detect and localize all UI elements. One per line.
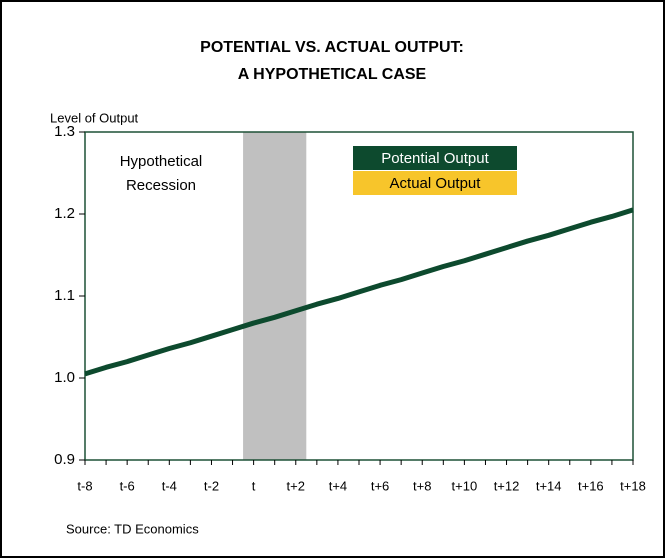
chart-title: POTENTIAL VS. ACTUAL OUTPUT:: [200, 39, 464, 56]
x-tick-label: t-2: [204, 478, 219, 493]
x-tick-label: t+10: [452, 478, 478, 493]
recession-label: Hypothetical: [120, 153, 203, 170]
source: Source: TD Economics: [66, 521, 199, 536]
x-tick-label: t: [252, 478, 256, 493]
recession-label: Recession: [126, 177, 196, 194]
legend-label: Potential Output: [381, 150, 489, 167]
y-tick-label: 1.0: [54, 369, 75, 386]
y-tick-label: 1.1: [54, 287, 75, 304]
x-tick-label: t+6: [371, 478, 389, 493]
recession-band: [243, 132, 307, 460]
x-tick-label: t-8: [77, 478, 92, 493]
y-axis-label: Level of Output: [50, 110, 139, 125]
series-line: [84, 207, 634, 377]
x-tick-label: t+8: [413, 478, 431, 493]
x-tick-label: t+2: [287, 478, 305, 493]
chart-title: A HYPOTHETICAL CASE: [238, 66, 427, 83]
y-tick-label: 1.3: [54, 123, 75, 140]
x-tick-label: t+4: [329, 478, 347, 493]
x-tick-label: t+16: [578, 478, 604, 493]
x-tick-label: t-6: [120, 478, 135, 493]
y-tick-label: 0.9: [54, 451, 75, 468]
x-tick-label: t+12: [494, 478, 520, 493]
x-tick-label: t+18: [620, 478, 646, 493]
x-tick-label: t-4: [162, 478, 177, 493]
legend-swatch: [353, 171, 517, 195]
legend-label: Actual Output: [390, 175, 482, 192]
legend-swatch: [353, 146, 517, 170]
y-tick-label: 1.2: [54, 205, 75, 222]
x-tick-label: t+14: [536, 478, 562, 493]
